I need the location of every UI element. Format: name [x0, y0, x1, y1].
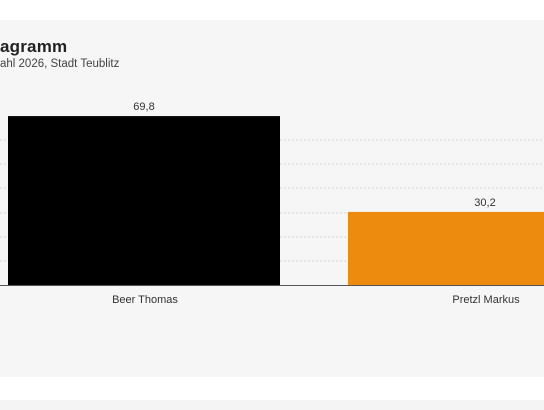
category-label-beer-thomas: Beer Thomas	[112, 294, 178, 306]
bar-chart: 69,8 30,2 Beer Thomas Pretzl Markus	[0, 101, 544, 306]
next-card	[0, 400, 544, 410]
bar-pretzl-markus[interactable]	[348, 211, 544, 285]
category-label-pretzl-markus: Pretzl Markus	[452, 294, 520, 306]
bar-beer-thomas[interactable]	[8, 116, 280, 285]
chart-title: agramm	[0, 37, 68, 56]
value-label-beer-thomas: 69,8	[133, 101, 154, 113]
chart-subtitle: ahl 2026, Stadt Teublitz	[0, 58, 120, 70]
value-label-pretzl-markus: 30,2	[474, 197, 495, 209]
chart-card: agramm ahl 2026, Stadt Teublitz 69,8 30,…	[0, 20, 544, 377]
